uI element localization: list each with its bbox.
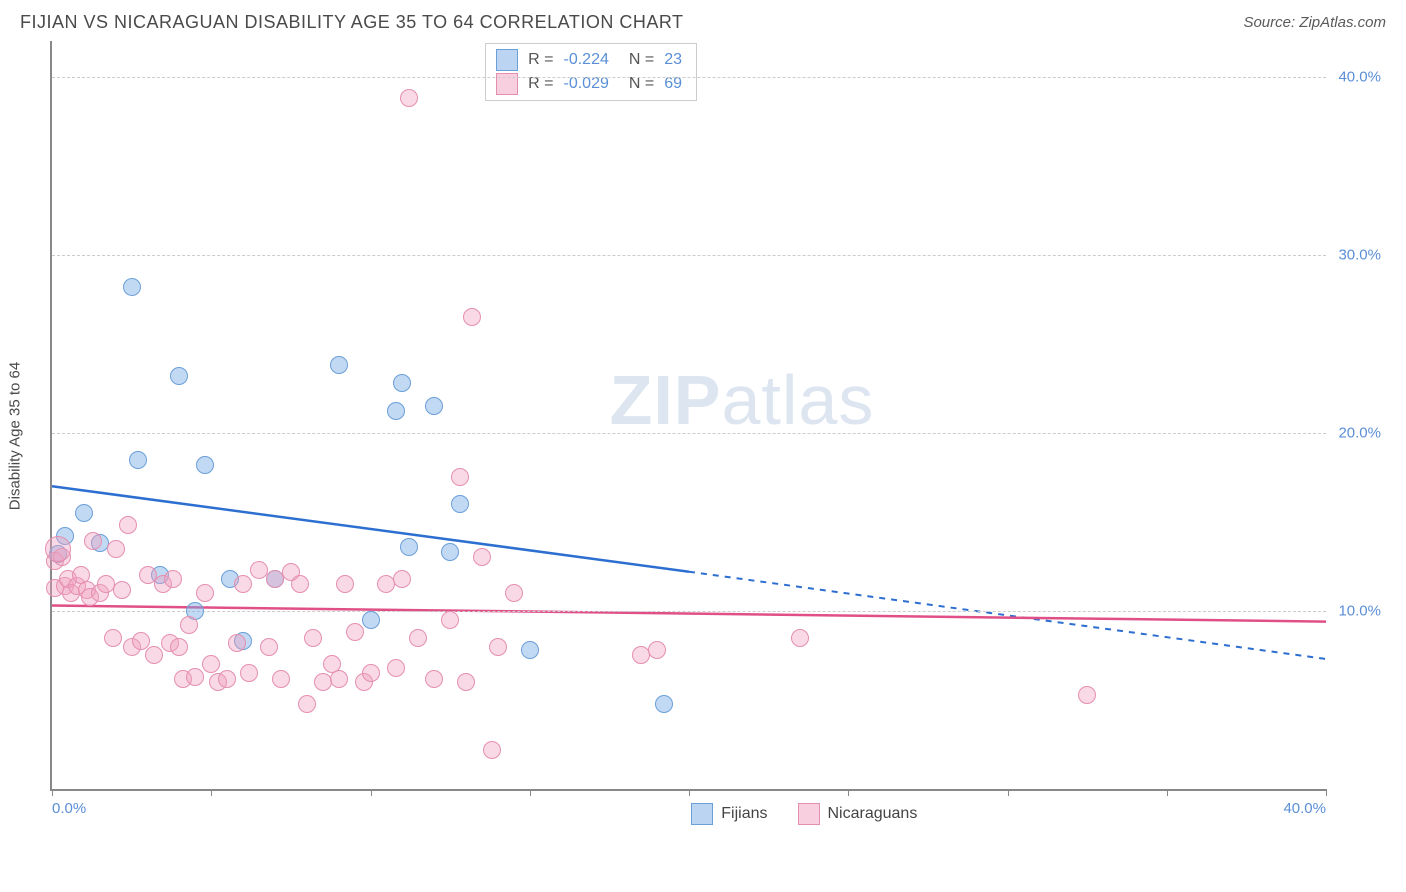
data-point (362, 611, 380, 629)
data-point (473, 548, 491, 566)
x-tick (1167, 789, 1168, 796)
y-tick-label: 20.0% (1338, 424, 1381, 441)
data-point (489, 638, 507, 656)
data-point (298, 695, 316, 713)
data-point (393, 374, 411, 392)
data-point (145, 646, 163, 664)
x-tick (530, 789, 531, 796)
x-tick (211, 789, 212, 796)
data-point (451, 468, 469, 486)
data-point (45, 536, 71, 562)
data-point (457, 673, 475, 691)
data-point (362, 664, 380, 682)
series-legend: Fijians Nicaraguans (691, 803, 917, 825)
data-point (655, 695, 673, 713)
legend-item-fijians: Fijians (691, 803, 767, 825)
data-point (104, 629, 122, 647)
x-tick-label: 0.0% (52, 800, 86, 817)
data-point (123, 278, 141, 296)
data-point (409, 629, 427, 647)
x-tick-label: 40.0% (1283, 800, 1326, 817)
data-point (164, 570, 182, 588)
source-label: Source: ZipAtlas.com (1243, 14, 1386, 31)
grid-line (52, 255, 1326, 256)
data-point (387, 659, 405, 677)
data-point (330, 670, 348, 688)
data-point (170, 638, 188, 656)
watermark: ZIPatlas (610, 360, 875, 440)
chart-title: FIJIAN VS NICARAGUAN DISABILITY AGE 35 T… (20, 12, 684, 33)
data-point (336, 575, 354, 593)
data-point (304, 629, 322, 647)
data-point (196, 456, 214, 474)
data-point (218, 670, 236, 688)
data-point (648, 641, 666, 659)
data-point (186, 668, 204, 686)
x-tick (52, 789, 53, 796)
data-point (441, 611, 459, 629)
data-point (291, 575, 309, 593)
correlation-legend: R = -0.224 N = 23 R = -0.029 N = 69 (485, 43, 697, 101)
data-point (170, 367, 188, 385)
legend-row-nicaraguans: R = -0.029 N = 69 (496, 72, 682, 96)
data-point (260, 638, 278, 656)
y-tick-label: 40.0% (1338, 68, 1381, 85)
data-point (113, 581, 131, 599)
data-point (425, 670, 443, 688)
data-point (107, 540, 125, 558)
data-point (180, 616, 198, 634)
data-point (330, 356, 348, 374)
data-point (400, 538, 418, 556)
data-point (505, 584, 523, 602)
data-point (387, 402, 405, 420)
grid-line (52, 611, 1326, 612)
data-point (196, 584, 214, 602)
y-axis-label: Disability Age 35 to 64 (7, 362, 24, 510)
data-point (1078, 686, 1096, 704)
data-point (425, 397, 443, 415)
data-point (463, 308, 481, 326)
data-point (441, 543, 459, 561)
chart-container: Disability Age 35 to 64 ZIPatlas R = -0.… (50, 41, 1386, 831)
swatch-icon (798, 803, 820, 825)
data-point (451, 495, 469, 513)
data-point (228, 634, 246, 652)
x-tick (689, 789, 690, 796)
swatch-icon (691, 803, 713, 825)
x-tick (848, 789, 849, 796)
grid-line (52, 433, 1326, 434)
data-point (483, 741, 501, 759)
data-point (202, 655, 220, 673)
data-point (119, 516, 137, 534)
y-tick-label: 10.0% (1338, 602, 1381, 619)
x-tick (1326, 789, 1327, 796)
data-point (84, 532, 102, 550)
y-tick-label: 30.0% (1338, 246, 1381, 263)
data-point (272, 670, 290, 688)
data-point (240, 664, 258, 682)
scatter-plot: ZIPatlas R = -0.224 N = 23 R = -0.029 N … (50, 41, 1326, 791)
data-point (129, 451, 147, 469)
x-tick (371, 789, 372, 796)
data-point (791, 629, 809, 647)
data-point (75, 504, 93, 522)
legend-item-nicaraguans: Nicaraguans (798, 803, 918, 825)
data-point (400, 89, 418, 107)
swatch-icon (496, 49, 518, 71)
grid-line (52, 77, 1326, 78)
data-point (346, 623, 364, 641)
data-point (521, 641, 539, 659)
legend-row-fijians: R = -0.224 N = 23 (496, 48, 682, 72)
data-point (393, 570, 411, 588)
x-tick (1008, 789, 1009, 796)
data-point (234, 575, 252, 593)
